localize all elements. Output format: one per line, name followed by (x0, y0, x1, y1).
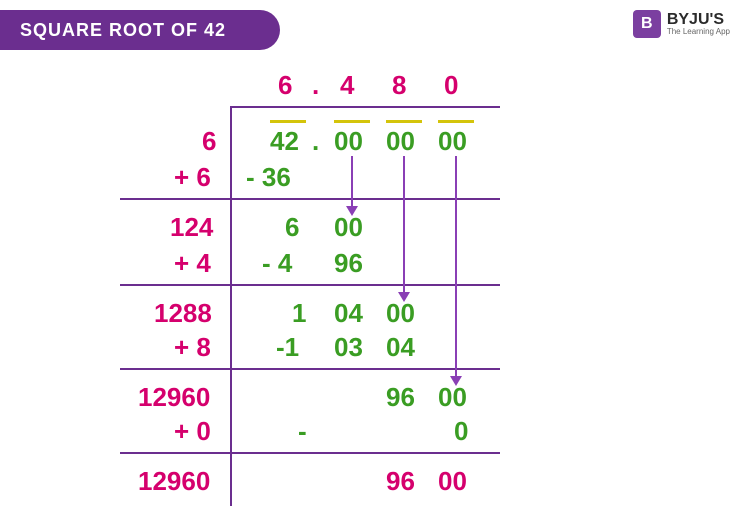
divisor-cell-8: 12960 (138, 466, 210, 497)
hline-2 (120, 284, 500, 286)
work-cell-11: 04 (334, 298, 363, 329)
work-cell-12: 00 (386, 298, 415, 329)
work-cell-7: 00 (334, 212, 363, 243)
logo-badge-icon: B (633, 10, 661, 38)
pair-bar-0 (270, 120, 306, 123)
page-header: SQUARE ROOT OF 42 (0, 10, 280, 50)
bring-down-arrow-2 (455, 156, 457, 378)
quotient-digit-3: 8 (392, 70, 406, 101)
hline-0 (230, 106, 500, 108)
work-cell-2: 00 (334, 126, 363, 157)
work-cell-10: 1 (292, 298, 306, 329)
bring-down-arrow-1 (403, 156, 405, 294)
divisor-cell-6: 12960 (138, 382, 210, 413)
work-cell-5: - 36 (246, 162, 291, 193)
work-cell-4: 00 (438, 126, 467, 157)
work-cell-14: 03 (334, 332, 363, 363)
hline-4 (120, 452, 500, 454)
divisor-cell-1: + 6 (174, 162, 211, 193)
vline-0 (230, 106, 232, 506)
quotient-digit-0: 6 (278, 70, 292, 101)
work-cell-17: 00 (438, 382, 467, 413)
work-cell-18: - (298, 416, 307, 447)
divisor-cell-2: 124 (170, 212, 213, 243)
logo-main-text: BYJU'S (667, 12, 730, 28)
divisor-cell-5: + 8 (174, 332, 211, 363)
work-cell-3: 00 (386, 126, 415, 157)
quotient-digit-1: . (312, 70, 319, 101)
work-cell-21: 00 (438, 466, 467, 497)
bring-down-arrowhead-2 (450, 376, 462, 386)
work-cell-15: 04 (386, 332, 415, 363)
work-cell-6: 6 (285, 212, 299, 243)
pair-bar-3 (438, 120, 474, 123)
long-division-diagram: 6.48042.000000- 36600- 49610400-10304960… (80, 70, 640, 510)
header-title: SQUARE ROOT OF 42 (20, 20, 226, 41)
divisor-cell-7: + 0 (174, 416, 211, 447)
quotient-digit-2: 4 (340, 70, 354, 101)
divisor-cell-0: 6 (202, 126, 216, 157)
work-cell-1: . (312, 126, 319, 157)
pair-bar-1 (334, 120, 370, 123)
work-cell-0: 42 (270, 126, 299, 157)
quotient-digit-4: 0 (444, 70, 458, 101)
logo-sub-text: The Learning App (667, 28, 730, 36)
work-cell-8: - 4 (262, 248, 292, 279)
bring-down-arrowhead-1 (398, 292, 410, 302)
hline-1 (120, 198, 500, 200)
work-cell-16: 96 (386, 382, 415, 413)
bring-down-arrowhead-0 (346, 206, 358, 216)
hline-3 (120, 368, 500, 370)
work-cell-9: 96 (334, 248, 363, 279)
divisor-cell-4: 1288 (154, 298, 212, 329)
pair-bar-2 (386, 120, 422, 123)
work-cell-13: -1 (276, 332, 299, 363)
work-cell-20: 96 (386, 466, 415, 497)
work-cell-19: 0 (454, 416, 468, 447)
divisor-cell-3: + 4 (174, 248, 211, 279)
bring-down-arrow-0 (351, 156, 353, 208)
brand-logo: B BYJU'S The Learning App (633, 10, 730, 38)
